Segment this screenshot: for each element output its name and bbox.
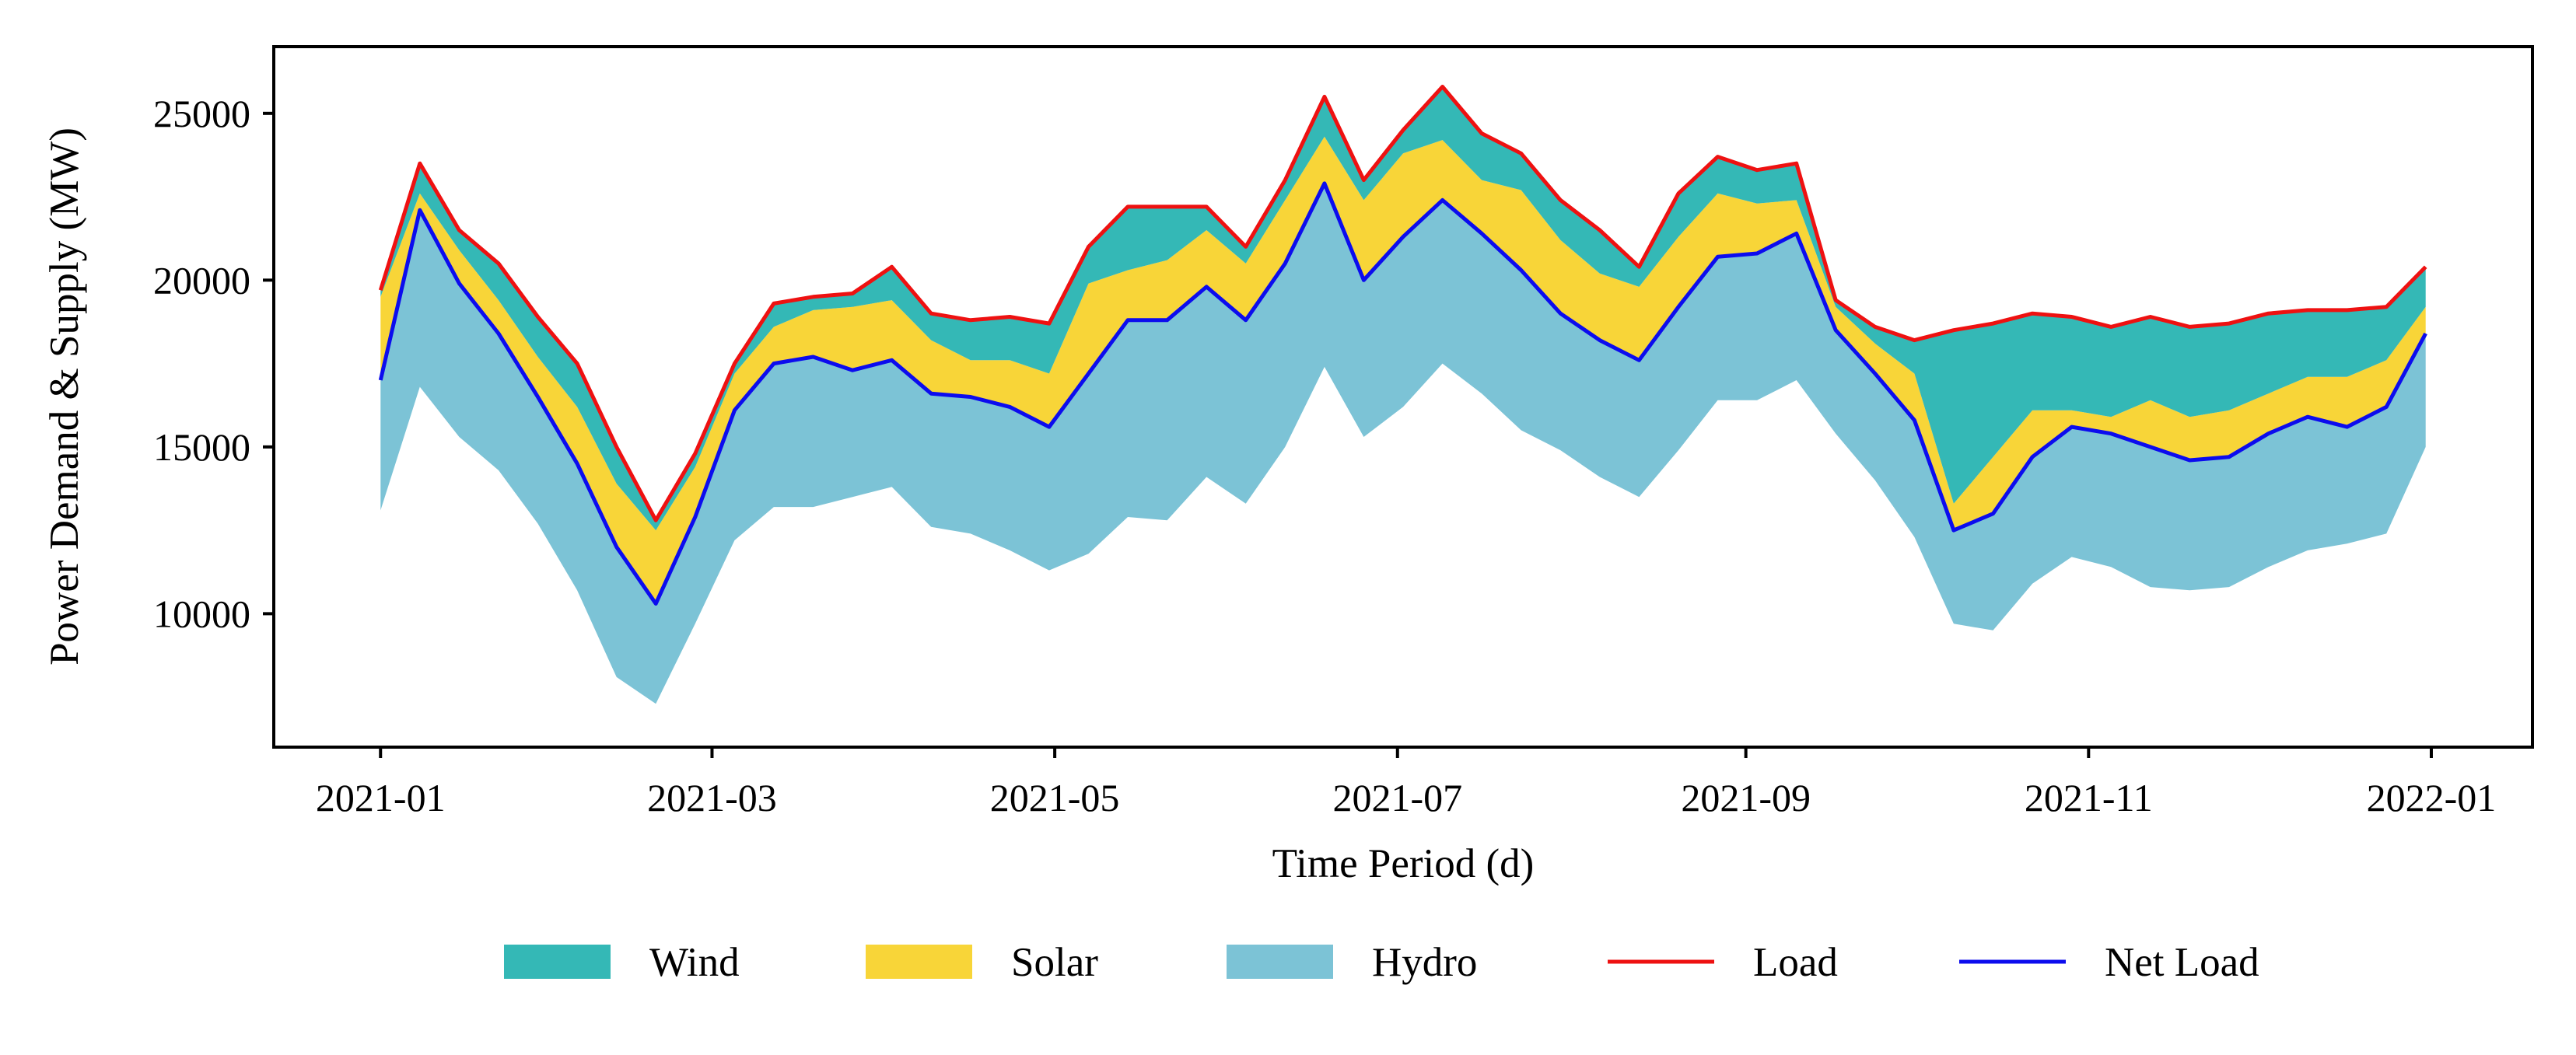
x-tick-label: 2022-01 [2367,776,2497,819]
solar-area [380,136,2426,604]
x-tick-label: 2021-03 [647,776,777,819]
legend-label-net-load: Net Load [2105,940,2259,985]
y-axis: 10000 15000 20000 25000 [153,92,274,635]
plot-area [378,85,2427,704]
legend-label-wind: Wind [649,940,740,985]
wind-area [380,86,2426,531]
legend-swatch-solar [866,945,972,979]
x-tick-label: 2021-07 [1332,776,1462,819]
legend-swatch-hydro [1227,945,1333,979]
x-tick-label: 2021-11 [2025,776,2153,819]
load-line [378,85,2427,522]
y-tick-label: 10000 [153,592,250,635]
plot-frame [272,45,2534,749]
legend: Wind Solar Hydro Load Net Load [504,940,2259,985]
y-tick-label: 25000 [153,92,250,135]
y-tick-label: 15000 [153,425,250,469]
legend-label-solar: Solar [1011,940,1098,985]
legend-swatch-wind [504,945,611,979]
hydro-area [380,183,2426,704]
x-tick-label: 2021-05 [990,776,1120,819]
legend-label-hydro: Hydro [1372,940,1477,985]
x-axis-title: Time Period (d) [1272,841,1535,886]
net-load-line [378,181,2427,606]
y-tick-label: 20000 [153,258,250,302]
x-axis: 2021-01 2021-03 2021-05 2021-07 2021-09 2021-… [316,747,2496,819]
x-tick-label: 2021-09 [1681,776,1811,819]
legend-label-load: Load [1753,940,1838,985]
y-axis-title: Power Demand & Supply (MW) [42,128,87,665]
x-tick-label: 2021-01 [316,776,446,819]
